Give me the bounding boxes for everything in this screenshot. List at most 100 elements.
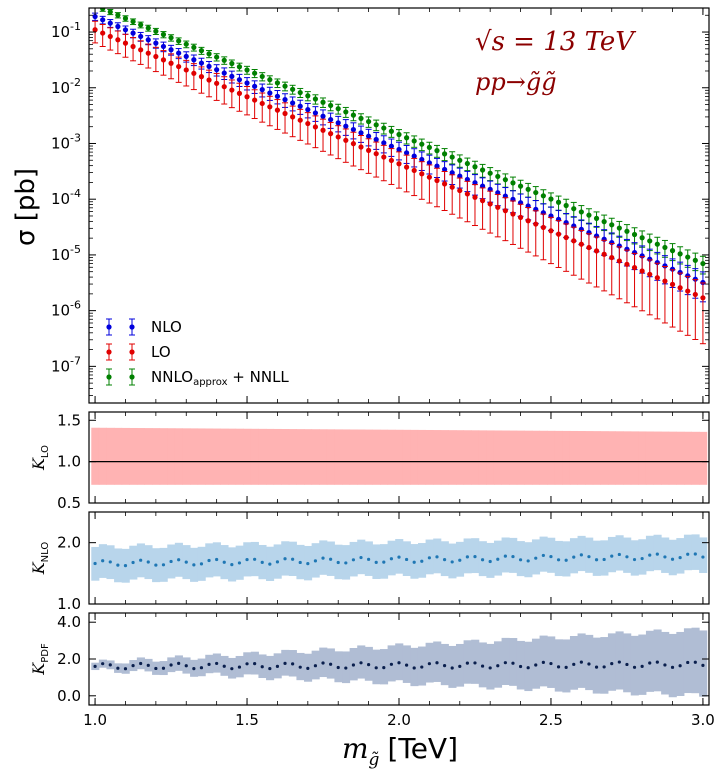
central-ratio-point xyxy=(465,661,469,665)
data-point xyxy=(647,271,653,277)
central-ratio-point xyxy=(389,662,394,666)
data-point xyxy=(411,138,417,144)
main-cross-section-panel: 10-7 10-6 10-5 10-4 10-3 10-2 10-1 xyxy=(51,7,710,404)
central-ratio-point xyxy=(442,664,447,668)
uncertainty-band-segment xyxy=(607,431,617,485)
central-ratio-point xyxy=(435,555,439,559)
central-ratio-point xyxy=(161,666,166,670)
central-ratio-point xyxy=(648,553,652,557)
central-ratio-point xyxy=(670,557,675,561)
legend-marker-point xyxy=(129,374,135,380)
data-point xyxy=(206,77,212,83)
uncertainty-band-segment xyxy=(402,429,411,485)
central-ratio-point xyxy=(291,557,295,561)
central-ratio-point xyxy=(564,665,568,669)
data-point xyxy=(510,180,516,186)
data-point xyxy=(624,261,630,267)
data-point xyxy=(517,183,524,189)
x-tick-label: 1.0 xyxy=(83,711,107,729)
x-axis-label-unit: [TeV] xyxy=(387,732,458,765)
data-point xyxy=(396,131,402,138)
uncertainty-band-segment xyxy=(258,428,267,485)
main-y-axis-label: σ [pb] xyxy=(11,168,41,246)
central-ratio-point xyxy=(412,560,416,564)
data-point xyxy=(267,77,273,83)
central-ratio-point xyxy=(670,665,675,669)
central-ratio-point xyxy=(602,557,606,562)
central-ratio-point xyxy=(427,556,431,560)
y-tick-label: 10-5 xyxy=(51,243,81,264)
uncertainty-band-segment xyxy=(288,429,297,485)
central-ratio-point xyxy=(207,558,211,563)
central-ratio-point xyxy=(503,661,507,665)
central-ratio-point xyxy=(503,554,507,558)
data-point xyxy=(229,73,235,79)
data-point xyxy=(145,50,151,56)
uncertainty-band-segment xyxy=(197,428,206,485)
central-ratio-point xyxy=(397,555,401,559)
central-ratio-point xyxy=(693,552,697,556)
legend-marker-point xyxy=(106,324,112,330)
x-axis-label-symbol: m xyxy=(342,732,369,765)
data-point xyxy=(274,80,281,86)
central-ratio-point xyxy=(245,662,249,666)
central-ratio-point xyxy=(678,664,682,668)
uncertainty-band-segment xyxy=(661,431,670,485)
legend-label: LO xyxy=(151,343,171,361)
data-point xyxy=(138,47,144,53)
uncertainty-band-segment xyxy=(630,540,639,576)
data-point xyxy=(191,70,197,76)
data-point xyxy=(472,180,478,186)
data-point xyxy=(138,33,144,40)
data-point xyxy=(578,241,584,247)
data-point xyxy=(115,12,121,18)
data-point xyxy=(571,238,577,244)
central-ratio-point xyxy=(549,661,553,666)
uncertainty-band-segment xyxy=(250,428,259,485)
uncertainty-band-segment xyxy=(114,427,123,485)
data-point xyxy=(609,222,615,228)
data-point xyxy=(259,100,265,107)
data-point xyxy=(426,144,432,151)
central-ratio-point xyxy=(268,666,272,671)
central-ratio-point xyxy=(617,552,621,557)
uncertainty-band-segment xyxy=(653,534,662,571)
data-point xyxy=(350,126,357,133)
data-point xyxy=(654,275,660,281)
uncertainty-band-segment xyxy=(661,537,670,573)
data-point xyxy=(244,80,250,86)
data-point xyxy=(381,125,387,131)
data-point xyxy=(540,193,546,199)
uncertainty-band-segment xyxy=(136,428,145,485)
x-tick-label: 2.0 xyxy=(387,711,411,729)
central-ratio-point xyxy=(526,666,530,670)
data-point xyxy=(548,228,554,234)
data-point xyxy=(586,212,592,218)
data-point xyxy=(700,260,706,267)
central-ratio-point xyxy=(139,558,143,562)
data-point xyxy=(328,102,334,109)
data-point xyxy=(487,201,493,207)
data-point xyxy=(100,17,106,23)
uncertainty-band-segment xyxy=(645,630,655,692)
central-ratio-point xyxy=(648,661,652,665)
central-ratio-point xyxy=(108,560,112,564)
data-point xyxy=(647,256,653,262)
data-point xyxy=(555,231,562,237)
uncertainty-band-segment xyxy=(121,427,130,485)
central-ratio-point xyxy=(625,662,629,667)
uncertainty-band-segment xyxy=(212,428,221,485)
uncertainty-band-segment xyxy=(653,629,662,692)
central-ratio-point xyxy=(511,661,515,665)
data-point xyxy=(350,112,357,118)
central-ratio-point xyxy=(169,663,173,667)
uncertainty-band-segment xyxy=(106,427,115,485)
data-point xyxy=(426,160,432,166)
data-point xyxy=(639,253,645,259)
uncertainty-band-segment xyxy=(668,633,677,698)
data-point xyxy=(183,53,189,60)
y-tick-label: 10-2 xyxy=(51,76,81,97)
central-ratio-point xyxy=(389,557,394,561)
data-point xyxy=(244,94,250,100)
y-tick-label: 10-7 xyxy=(51,354,81,375)
